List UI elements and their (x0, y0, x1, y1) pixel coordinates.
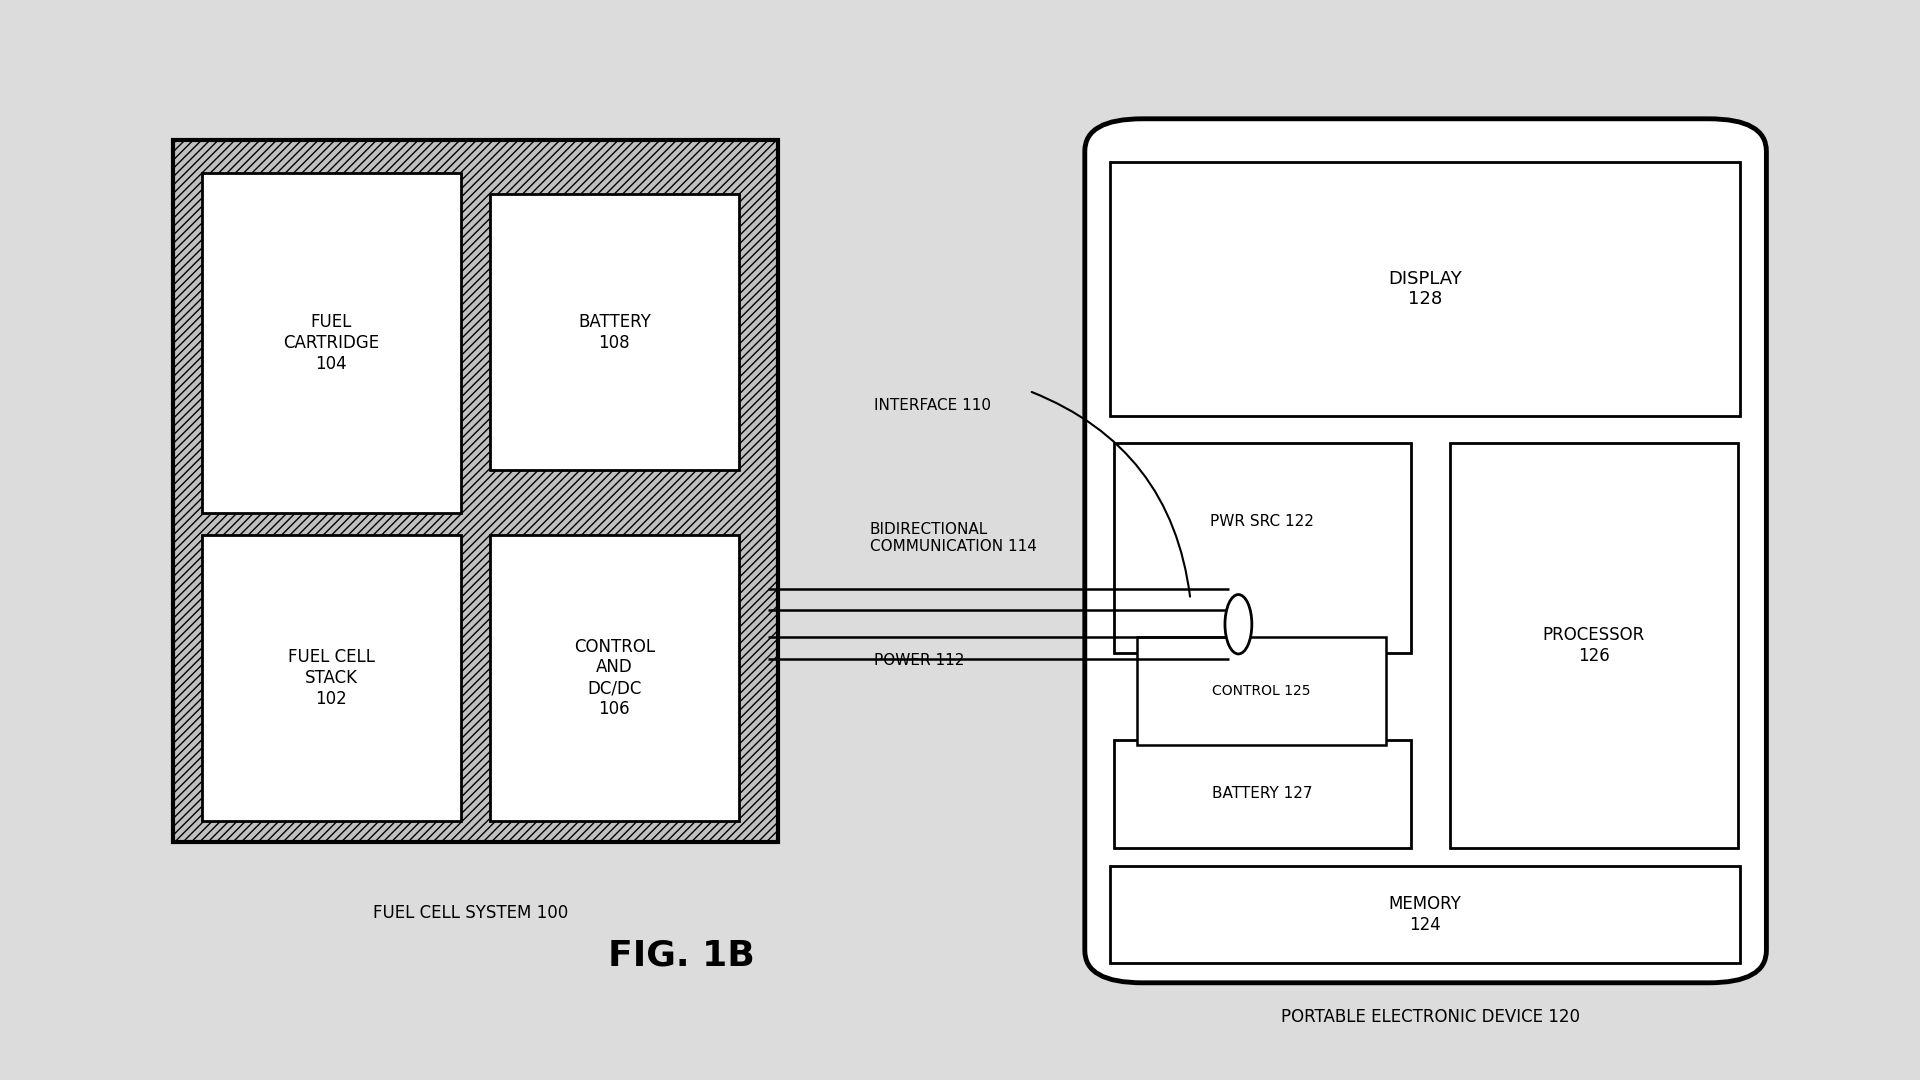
Text: FUEL
CARTRIDGE
104: FUEL CARTRIDGE 104 (282, 313, 380, 373)
Text: FIG. 1B: FIG. 1B (609, 939, 755, 973)
Text: POWER 112: POWER 112 (874, 653, 964, 669)
FancyBboxPatch shape (1110, 162, 1740, 416)
FancyBboxPatch shape (1137, 637, 1386, 745)
FancyArrowPatch shape (1031, 392, 1190, 596)
Text: CONTROL
AND
DC/DC
106: CONTROL AND DC/DC 106 (574, 637, 655, 718)
FancyBboxPatch shape (490, 535, 739, 821)
FancyBboxPatch shape (1114, 443, 1411, 653)
FancyBboxPatch shape (202, 173, 461, 513)
FancyBboxPatch shape (202, 535, 461, 821)
Text: CONTROL 125: CONTROL 125 (1212, 685, 1311, 698)
FancyBboxPatch shape (1085, 119, 1766, 983)
Text: DISPLAY
128: DISPLAY 128 (1388, 270, 1461, 308)
Text: PORTABLE ELECTRONIC DEVICE 120: PORTABLE ELECTRONIC DEVICE 120 (1281, 1009, 1580, 1026)
Text: MEMORY
124: MEMORY 124 (1388, 895, 1461, 934)
Ellipse shape (1225, 594, 1252, 653)
Text: PWR SRC 122: PWR SRC 122 (1210, 514, 1315, 528)
Text: BATTERY
108: BATTERY 108 (578, 313, 651, 351)
Text: BIDIRECTIONAL
COMMUNICATION 114: BIDIRECTIONAL COMMUNICATION 114 (870, 522, 1037, 554)
Text: BATTERY 127: BATTERY 127 (1212, 786, 1313, 801)
Text: FUEL CELL SYSTEM 100: FUEL CELL SYSTEM 100 (372, 904, 568, 921)
FancyBboxPatch shape (1114, 740, 1411, 848)
FancyBboxPatch shape (1450, 443, 1738, 848)
Text: INTERFACE 110: INTERFACE 110 (874, 397, 991, 413)
FancyBboxPatch shape (490, 194, 739, 470)
Text: FUEL CELL
STACK
102: FUEL CELL STACK 102 (288, 648, 374, 707)
Text: PROCESSOR
126: PROCESSOR 126 (1542, 626, 1645, 664)
FancyBboxPatch shape (1110, 866, 1740, 963)
FancyBboxPatch shape (173, 140, 778, 842)
